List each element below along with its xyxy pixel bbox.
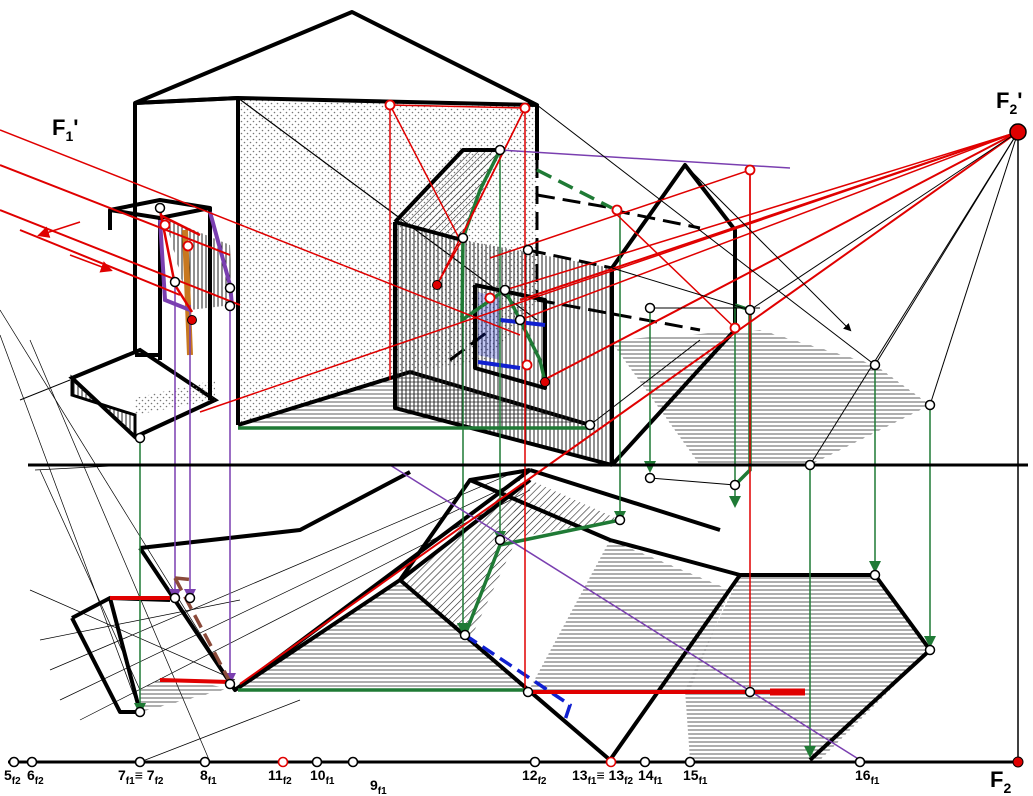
ground-label-11: 11f2: [268, 767, 292, 787]
left-element: [68, 198, 234, 441]
ground-point-7: [134, 756, 146, 768]
ground-label-10: 10f1: [310, 767, 335, 787]
light-rays: [0, 104, 1019, 696]
ground-label-13: 13f1≡ 13f2: [572, 767, 633, 787]
small-house: [393, 148, 737, 467]
ground-point-10: [311, 756, 323, 768]
ground-point-8: [199, 756, 211, 768]
rays-to-F2: [19, 104, 1019, 760]
ground-point-11: [277, 756, 289, 768]
ground-point-15: [684, 756, 696, 768]
vanishing-point-f2-marker: [1012, 756, 1024, 768]
ground-label-15: 15f1: [683, 767, 708, 787]
ground-point-12: [529, 756, 541, 768]
ground-label-9: 9f1: [370, 777, 387, 796]
filled-points-red: [187, 280, 550, 387]
construction-points-red: [159, 99, 756, 371]
ground-label-12: 12f2: [522, 767, 547, 787]
ground-line-points: [8, 756, 866, 768]
ground-line-labels: 5f2 6f2 7f1≡ 7f2 8f1 11f2 10f1 9f1 12f2 13f1≡ 13…: [4, 767, 880, 796]
label-f2: F2: [990, 767, 1011, 796]
ground-label-14: 14f1: [638, 767, 663, 787]
ground-label-16: 16f1: [855, 767, 880, 787]
ground-point-16: [854, 756, 866, 768]
ground-label-5: 5f2: [4, 767, 21, 787]
vanishing-point-f2-prime-marker: [1009, 123, 1027, 141]
hidden-dashed: [173, 576, 573, 721]
green-verticals: [134, 150, 936, 758]
ground-point-6: [26, 756, 38, 768]
ground-point-9: [347, 756, 359, 768]
ground-label-6: 6f2: [27, 767, 44, 787]
green-dashed: [536, 168, 613, 210]
ground-point-5: [8, 756, 20, 768]
ground-point-13: [605, 756, 617, 768]
ground-label-8: 8f1: [200, 767, 217, 787]
ground-point-14: [639, 756, 651, 768]
construction-points: [134, 144, 936, 718]
label-f2-prime: F2': [996, 88, 1022, 117]
violet-lines: [169, 149, 861, 761]
label-f1-prime: F1': [52, 115, 78, 144]
ground-label-7: 7f1≡ 7f2: [118, 767, 164, 787]
